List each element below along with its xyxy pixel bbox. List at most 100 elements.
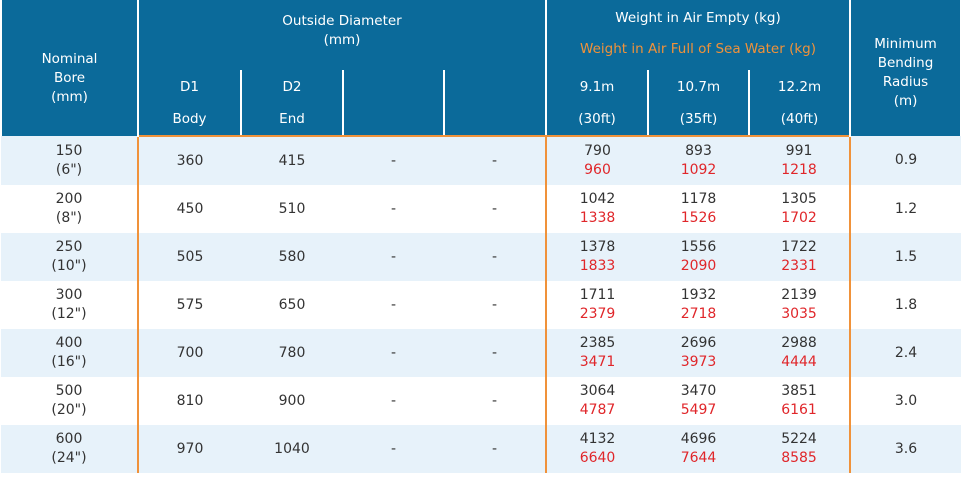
cell: 575: [137, 281, 241, 329]
table-row: 200 (8") 450 510- -1042 1338 1178 1526 1305 1702 1…: [1, 185, 962, 233]
header-text: (m): [893, 93, 918, 109]
weight-cell: 790 960: [545, 136, 649, 185]
cell: 0.9: [849, 136, 962, 185]
cell: -: [491, 392, 498, 409]
cell: -: [444, 329, 547, 377]
cell-text: 1305: [781, 191, 817, 207]
cell-text: 3851: [781, 383, 817, 399]
cell-text: 600: [55, 431, 83, 447]
cell-text: 6640: [579, 450, 616, 466]
cell-text: 150: [55, 142, 83, 159]
cell-text: 4444: [781, 354, 817, 370]
cell-text: (12"): [51, 306, 87, 322]
cell: 1.2: [849, 185, 962, 233]
weight-cell: 893 1092: [648, 136, 750, 185]
cell-text: 2718: [680, 306, 717, 322]
cell: 580: [241, 233, 343, 281]
cell-text: (10"): [51, 258, 87, 274]
cell-text: (20"): [51, 402, 87, 418]
cell-text: 1932: [680, 287, 717, 303]
cell-text: 960: [584, 162, 611, 178]
cell: -: [343, 136, 444, 185]
cell-text: 3470: [680, 383, 717, 399]
header-cell: [442, 104, 548, 137]
cell-text: 400: [55, 335, 83, 351]
cell: 900: [278, 392, 306, 409]
header-cell: Nominal Bore (mm): [0, 0, 139, 136]
weight-cell: 3851 6161: [749, 377, 850, 425]
cell: 970: [137, 425, 241, 473]
cell-text: 2988: [781, 335, 817, 351]
header-text: Nominal: [41, 50, 98, 67]
weight-cell: 2385 3471: [545, 329, 649, 377]
bore-cell: 200 (8"): [1, 185, 138, 233]
table-row: 250 (10") 505 580- -1378 1833 1556 2090 1722 2331…: [1, 233, 962, 281]
header-text: Bending: [877, 55, 934, 71]
cell: 505: [137, 233, 241, 281]
cell-text: 1722: [781, 239, 817, 255]
cell: -: [491, 296, 498, 313]
cell-text: 1526: [680, 210, 717, 226]
cell-text: 2090: [680, 258, 717, 274]
cell: -: [343, 329, 444, 377]
header-cell: (35ft): [647, 104, 751, 137]
cell-text: 1042: [579, 191, 616, 207]
header-text: Minimum: [874, 36, 937, 52]
cell-text: 300: [55, 287, 83, 303]
header-cell: 9.1m: [545, 70, 650, 104]
weight-cell: 2988 4444: [749, 329, 851, 377]
table-body: 150 (6") 360 415- -790 960 893 1092 991 1218 0.9 20…: [1, 136, 962, 473]
weight-cell: 5224 8585: [749, 425, 851, 473]
table-row: 150 (6") 360 415- -790 960 893 1092 991 1218 0.9: [1, 136, 962, 185]
table-row: 500 (20") 810 900 - - 3064 4787 3470 5497 3851 6161…: [1, 377, 962, 425]
header-cell: Minimum Bending Radius (m): [849, 0, 963, 136]
cell: 3.6: [849, 425, 962, 473]
cell-text: 2331: [781, 258, 817, 274]
table-row: 300 (12") 575 650 - - 1711 2379 1932 2718 2139 3035…: [1, 281, 962, 329]
cell-text: 1338: [579, 210, 616, 226]
header-cell: End: [240, 104, 344, 137]
cell: 780: [241, 329, 343, 377]
weight-cell: 4132 6640: [545, 425, 649, 473]
cell-text: 893: [685, 143, 712, 159]
data-table: Nominal Bore (mm) Outside Diameter (mm) Weigh…: [0, 0, 963, 473]
header-cell: D1: [137, 70, 242, 104]
cell-text: (16"): [51, 354, 87, 370]
cell-text: 1378: [579, 239, 616, 255]
header-cell: (30ft): [545, 104, 650, 137]
weight-cell: 4696 7644: [648, 425, 750, 473]
cell-text: 1218: [781, 162, 817, 178]
header-cell: [342, 104, 445, 137]
weight-cell: 1178 1526: [648, 185, 749, 233]
header-cell: [342, 70, 445, 104]
table-row: 600 (24") 970 1040- -4132 6640 4696 7644 5224 858…: [1, 425, 962, 473]
header-text: (mm): [323, 32, 361, 48]
header-text: Radius: [882, 74, 929, 90]
header-row: Nominal Bore (mm) Outside Diameter (mm) Weigh…: [0, 0, 963, 136]
cell-text: 3471: [579, 354, 616, 370]
cell: -: [343, 233, 444, 281]
bore-cell: 150 (6"): [1, 136, 138, 185]
header-row: Body End (30ft) (35ft) (40ft): [1, 104, 961, 137]
cell-text: 1711: [579, 287, 616, 303]
cell: 1.8: [849, 281, 962, 329]
cell: -: [444, 233, 547, 281]
header-cell: D2: [240, 70, 344, 104]
cell: -: [343, 425, 444, 473]
header-cell: 10.7m: [647, 70, 751, 104]
weight-cell: 2696 3973: [648, 329, 750, 377]
bore-cell: 600 (24"): [1, 425, 138, 473]
cell-text: 5497: [680, 402, 717, 418]
cell-text: 2696: [680, 335, 717, 351]
header-text: Bore: [53, 69, 86, 86]
cell-text: 3064: [579, 383, 616, 399]
cell-text: 4696: [680, 431, 717, 447]
bore-cell: 300 (12"): [1, 281, 138, 329]
weight-cell: 2139 3035: [749, 281, 850, 329]
cell-text: 4787: [579, 402, 616, 418]
cell: 415: [241, 136, 343, 185]
cell-text: 5224: [781, 431, 817, 447]
cell-text: 3973: [680, 354, 717, 370]
header-text: (mm): [51, 88, 88, 105]
cell-text: 1178: [680, 191, 717, 207]
